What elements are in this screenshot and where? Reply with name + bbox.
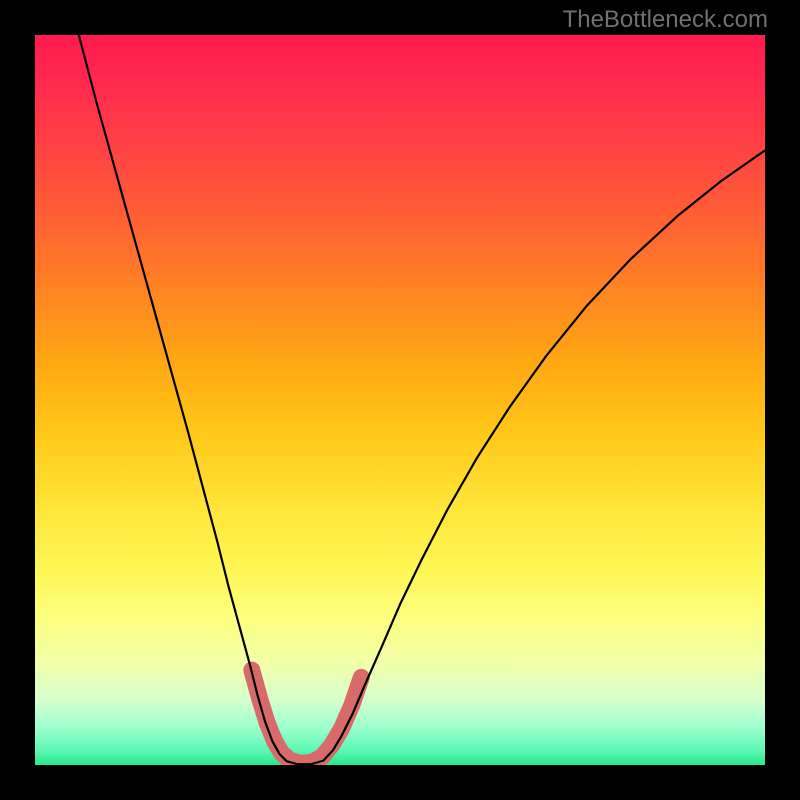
highlight-overlay: [252, 670, 362, 763]
chart-container: TheBottleneck.com: [0, 0, 800, 800]
plot-area: [35, 35, 765, 765]
curve-svg: [35, 35, 765, 765]
bottleneck-curve: [79, 35, 765, 764]
watermark-text: TheBottleneck.com: [563, 6, 768, 34]
